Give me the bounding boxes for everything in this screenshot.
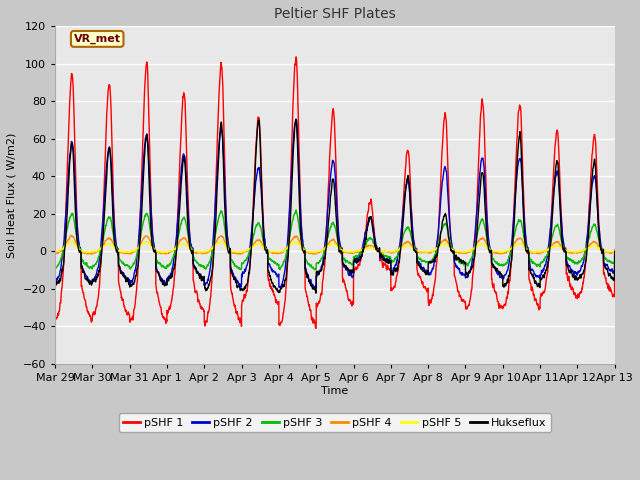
pSHF 2 [429,264,437,270]
Line: pSHF 1: pSHF 1 [55,57,614,328]
pSHF 5 [51,249,59,255]
pSHF 4 [611,247,618,252]
pSHF 3 [152,248,159,254]
X-axis label: Time: Time [321,385,348,396]
Legend: pSHF 1, pSHF 2, pSHF 3, pSHF 4, pSHF 5, Hukseflux: pSHF 1, pSHF 2, pSHF 3, pSHF 4, pSHF 5, … [118,413,551,432]
pSHF 4 [611,249,618,255]
pSHF 3 [51,266,59,272]
pSHF 3 [611,248,618,253]
Hukseflux [611,276,618,282]
Hukseflux [314,268,322,274]
pSHF 1 [312,325,319,331]
pSHF 4 [51,250,59,256]
pSHF 1 [429,287,437,293]
pSHF 5 [83,250,90,256]
pSHF 3 [311,267,319,273]
pSHF 3 [492,260,500,265]
pSHF 1 [492,290,500,296]
pSHF 1 [51,313,59,319]
Line: pSHF 2: pSHF 2 [55,119,614,288]
pSHF 1 [314,300,322,306]
pSHF 4 [152,249,160,254]
pSHF 4 [492,250,500,256]
pSHF 5 [611,249,618,254]
Line: Hukseflux: Hukseflux [55,120,614,293]
Hukseflux [312,290,320,296]
pSHF 2 [611,250,618,256]
pSHF 5 [461,249,468,255]
pSHF 1 [461,300,468,305]
pSHF 4 [88,252,95,257]
pSHF 2 [292,116,300,122]
pSHF 3 [292,207,300,213]
pSHF 4 [429,249,437,254]
pSHF 5 [218,239,225,244]
pSHF 5 [314,249,322,254]
Hukseflux [611,249,618,254]
pSHF 1 [611,293,618,299]
Line: pSHF 5: pSHF 5 [55,241,614,253]
pSHF 2 [492,268,500,274]
pSHF 2 [314,272,322,278]
pSHF 4 [461,250,468,255]
Hukseflux [461,260,468,265]
Line: pSHF 3: pSHF 3 [55,210,614,270]
pSHF 2 [51,278,59,284]
Hukseflux [492,265,500,271]
pSHF 2 [311,286,319,291]
Line: pSHF 4: pSHF 4 [55,235,614,254]
Hukseflux [51,281,59,287]
Hukseflux [152,249,159,255]
pSHF 1 [292,54,300,60]
Hukseflux [292,117,300,122]
pSHF 3 [429,255,437,261]
pSHF 5 [492,248,500,254]
pSHF 1 [611,247,618,252]
pSHF 5 [429,247,437,253]
pSHF 2 [152,247,159,253]
pSHF 4 [67,232,75,238]
pSHF 3 [461,261,468,266]
pSHF 2 [611,268,618,274]
pSHF 3 [611,261,618,267]
pSHF 2 [461,271,468,277]
Y-axis label: Soil Heat Flux ( W/m2): Soil Heat Flux ( W/m2) [7,132,17,258]
Text: VR_met: VR_met [74,34,121,44]
pSHF 5 [611,249,618,255]
pSHF 5 [152,248,159,254]
Title: Peltier SHF Plates: Peltier SHF Plates [274,7,396,21]
pSHF 4 [314,250,322,256]
pSHF 3 [314,261,322,266]
pSHF 1 [152,249,159,254]
Hukseflux [429,257,437,263]
